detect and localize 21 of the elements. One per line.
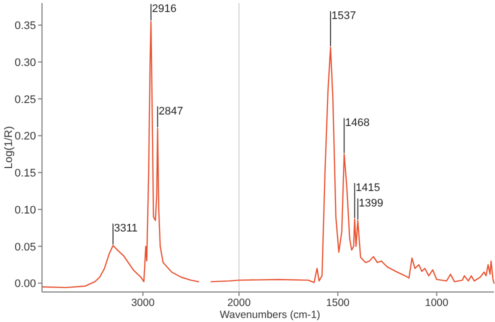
x-axis-title: Wavenumbers (cm-1)	[220, 309, 320, 321]
y-tick-label: 0.10	[14, 204, 36, 216]
y-tick-label: 0.25	[14, 94, 36, 106]
x-tick-label: 1500	[326, 297, 350, 309]
annotation: 1415	[356, 182, 380, 194]
annotation: 1468	[345, 117, 370, 130]
y-tick-label: 0.35	[14, 20, 36, 32]
y-tick-label: 0.00	[14, 278, 36, 290]
x-tick-label: 3000	[131, 297, 155, 309]
x-tick-label: 2000	[227, 297, 251, 309]
annotation: 3311	[114, 222, 138, 235]
y-tick-label: 0.30	[14, 56, 36, 69]
annotation: 1537	[332, 10, 356, 22]
y-tick-label: 0.20	[14, 130, 36, 143]
y-axis-title: Log(1/R)	[3, 126, 15, 169]
annotation: 1399	[358, 197, 384, 210]
annotation: 2847	[158, 105, 184, 118]
y-tick-label: 0.15	[14, 168, 36, 180]
annotation: 2916	[152, 3, 176, 15]
x-tick-label: 1000	[424, 297, 449, 309]
y-tick-label: 0.05	[14, 241, 36, 254]
